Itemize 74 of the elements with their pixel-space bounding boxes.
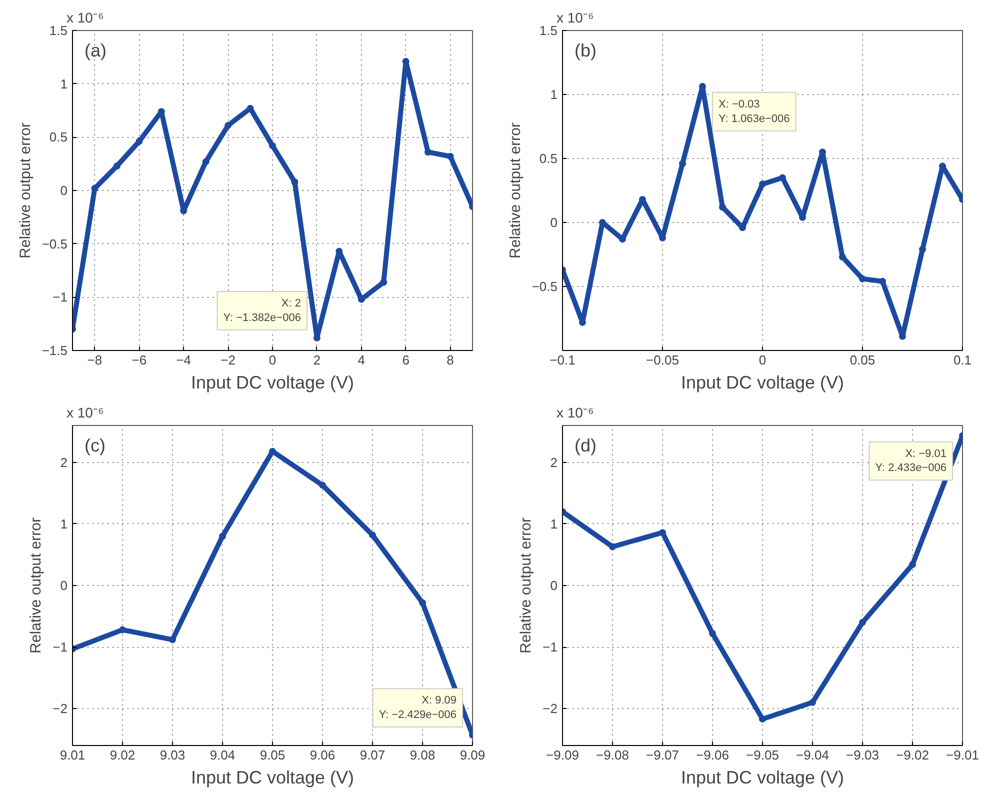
x-tick-label: −9.08 [596, 748, 629, 762]
x-tick-label: 0.05 [850, 352, 876, 368]
x-tick-label: 9.01 [60, 748, 86, 762]
x-tick-label: 9.07 [360, 748, 386, 762]
y-tick-label: 1 [550, 516, 558, 532]
annotation: X: −0.03 Y: 1.063e−006 [718, 98, 790, 125]
annotation: X: −9.01 Y: 2.433e−006 [875, 448, 947, 474]
y-tick-label: 0 [60, 578, 68, 593]
x-tick-label: 9.03 [160, 748, 186, 762]
x-tick-label: 0 [268, 352, 276, 368]
y-tick-label: −0.5 [42, 236, 68, 252]
x-tick-label: 9.04 [210, 748, 236, 762]
y-tick-label: −1 [52, 290, 68, 305]
x-tick-label: 0 [758, 352, 766, 368]
x-tick-label: 4 [358, 352, 366, 368]
x-axis-title: Input DC voltage (V) [680, 372, 844, 392]
y-axis-title: Relative output error [28, 518, 45, 654]
y-axis-title: Relative output error [16, 122, 34, 258]
text: x 10⁻⁶ [556, 10, 594, 26]
annotation: (a) [84, 40, 106, 60]
x-tick-label: 2 [313, 352, 321, 368]
y-tick-label: 1 [550, 87, 558, 102]
y-tick-label: 1.5 [49, 23, 68, 38]
text: x 10⁻⁶ [66, 404, 104, 420]
x-tick-label: 9.06 [310, 748, 336, 762]
text: x 10⁻⁶ [556, 404, 594, 420]
y-tick-label: −2 [542, 701, 558, 716]
y-tick-label: −1 [52, 640, 68, 655]
y-tick-label: 1 [60, 76, 68, 92]
y-tick-label: 0 [550, 578, 558, 593]
x-tick-label: −9.07 [646, 748, 679, 762]
x-tick-label: −9.02 [896, 748, 929, 762]
x-axis-title: Input DC voltage (V) [190, 768, 354, 788]
x-tick-label: −0.05 [646, 352, 679, 368]
x-tick-label: 9.02 [110, 748, 136, 762]
x-axis-title: Input DC voltage (V) [680, 768, 844, 788]
text: x 10⁻⁶ [66, 10, 104, 26]
y-tick-label: 0 [550, 215, 558, 230]
x-tick-label: −4 [176, 352, 192, 368]
y-tick-label: 0 [60, 183, 68, 198]
x-tick-label: 9.05 [260, 748, 286, 762]
annotation: (d) [574, 436, 596, 456]
x-tick-label: 9.09 [460, 748, 486, 762]
annotation: X: 9.09 Y: −2.429e−006 [378, 694, 456, 721]
y-tick-label: 1.5 [539, 23, 558, 38]
x-tick-label: −6 [132, 352, 147, 368]
x-tick-label: 6 [402, 352, 410, 368]
y-tick-label: −0.5 [532, 279, 558, 294]
y-axis-title: Relative output error [506, 122, 524, 258]
annotation: (b) [574, 40, 596, 60]
y-tick-label: 1 [60, 516, 68, 532]
x-tick-label: −9.05 [746, 748, 779, 762]
y-tick-label: −1 [542, 640, 558, 655]
x-tick-label: 0.1 [953, 352, 972, 368]
x-tick-label: 8 [446, 352, 454, 368]
x-tick-label: 9.08 [410, 748, 436, 762]
x-tick-label: −9.06 [696, 748, 729, 762]
x-tick-label: −2 [220, 352, 236, 368]
x-tick-label: −9.09 [546, 748, 579, 762]
y-axis-title: Relative output error [518, 518, 535, 654]
x-tick-label: −9.03 [846, 748, 879, 762]
y-tick-label: 0.5 [539, 151, 558, 166]
x-tick-label: −0.1 [550, 352, 576, 368]
y-tick-label: 2 [60, 454, 68, 470]
y-tick-label: −2 [52, 701, 68, 716]
y-tick-label: 2 [550, 454, 558, 470]
annotation: X: 2 Y: −1.382e−006 [223, 298, 301, 324]
y-tick-label: −1.5 [42, 343, 68, 358]
x-tick-label: −8 [87, 352, 102, 368]
y-tick-label: 0.5 [49, 130, 68, 145]
x-axis-title: Input DC voltage (V) [190, 372, 354, 392]
x-tick-label: −9.01 [946, 748, 979, 762]
annotation: (c) [84, 436, 106, 456]
x-tick-label: −9.04 [796, 748, 829, 762]
